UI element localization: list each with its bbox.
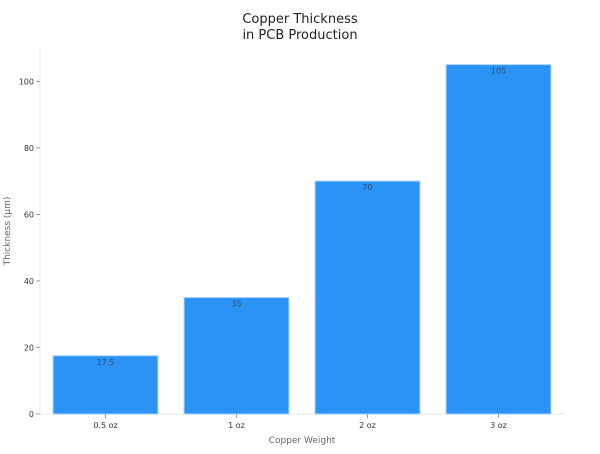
y-tick-label: 80	[24, 144, 34, 153]
y-tick-label: 60	[24, 210, 34, 219]
bar	[183, 297, 290, 415]
data-label: 70	[362, 183, 372, 192]
x-tick-label: 2 oz	[359, 421, 376, 430]
bar	[52, 355, 159, 415]
y-tick-label: 0	[29, 410, 34, 419]
y-axis-label: Thickness (µm)	[3, 197, 13, 267]
x-tick-label: 3 oz	[490, 421, 507, 430]
x-axis-label: Copper Weight	[269, 436, 336, 446]
y-tick-label: 100	[19, 77, 34, 86]
x-tick-label: 1 oz	[228, 421, 245, 430]
bar	[445, 64, 552, 415]
x-tick-label: 0.5 oz	[93, 421, 117, 430]
bar	[314, 180, 421, 415]
y-tick-label: 40	[24, 277, 34, 286]
data-label: 17.5	[97, 358, 115, 367]
chart-title-line2: in PCB Production	[242, 28, 357, 43]
data-label: 105	[491, 67, 506, 76]
data-label: 35	[231, 300, 241, 309]
y-tick-label: 20	[24, 343, 34, 352]
chart-title-line1: Copper Thickness	[242, 12, 357, 27]
